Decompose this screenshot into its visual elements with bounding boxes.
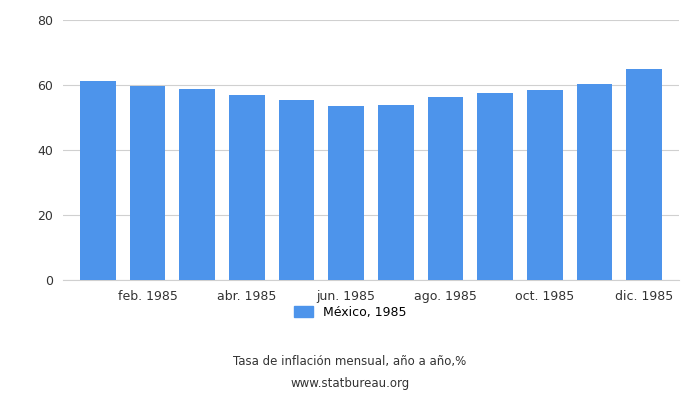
Bar bbox=[527, 90, 563, 280]
Bar bbox=[477, 93, 513, 280]
Text: www.statbureau.org: www.statbureau.org bbox=[290, 378, 410, 390]
Bar bbox=[626, 69, 662, 280]
Bar bbox=[428, 97, 463, 280]
Bar bbox=[279, 100, 314, 280]
Bar bbox=[378, 106, 414, 280]
Bar bbox=[80, 81, 116, 280]
Bar bbox=[229, 95, 265, 280]
Bar bbox=[577, 84, 612, 280]
Bar bbox=[328, 106, 364, 280]
Text: Tasa de inflación mensual, año a año,%: Tasa de inflación mensual, año a año,% bbox=[233, 356, 467, 368]
Bar bbox=[179, 89, 215, 280]
Bar bbox=[130, 86, 165, 280]
Legend: México, 1985: México, 1985 bbox=[289, 301, 411, 324]
